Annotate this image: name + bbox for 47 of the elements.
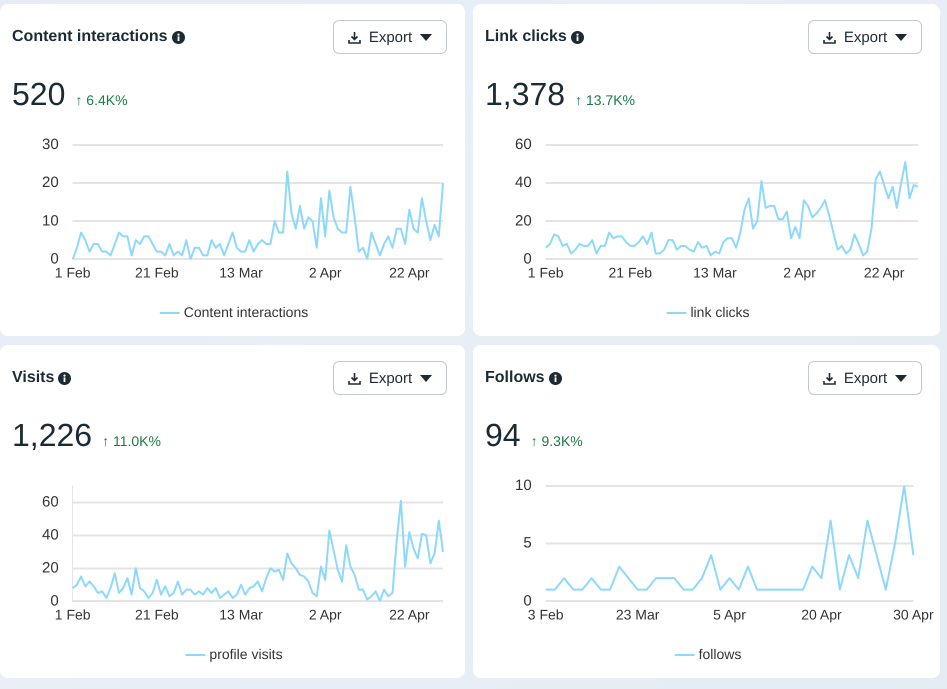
x-tick-label: 20 Apr — [801, 606, 842, 622]
x-tick-label: 2 Apr — [308, 264, 342, 280]
y-tick-label: 20 — [42, 559, 59, 576]
x-tick-label: 21 Feb — [608, 264, 652, 280]
legend-label: Content interactions — [184, 304, 308, 320]
y-tick-label: 10 — [42, 212, 59, 230]
y-tick-label: 40 — [42, 526, 59, 544]
y-tick-label: 20 — [42, 174, 59, 192]
chart-title: Follows — [485, 369, 545, 387]
export-button[interactable]: Export — [808, 361, 922, 395]
legend-label: follows — [698, 646, 742, 662]
x-tick-label: 21 Feb — [135, 264, 179, 280]
chart-subtitle: 1,378 — [485, 76, 566, 113]
export-button[interactable]: Export — [333, 20, 447, 54]
export-button[interactable]: Export — [808, 20, 922, 54]
chart-title: Visits — [12, 369, 54, 387]
x-tick-label: 13 Mar — [219, 264, 264, 280]
y-tick-label: 30 — [42, 136, 59, 154]
y-tick-label: 20 — [514, 212, 532, 230]
x-tick-label: 22 Apr — [389, 264, 430, 280]
legend-label: profile visits — [209, 646, 283, 662]
y-tick-label: 10 — [514, 477, 532, 494]
chart-title: Content interactions — [12, 28, 168, 46]
y-tick-label: 40 — [514, 174, 532, 192]
x-tick-label: 23 Mar — [616, 606, 660, 622]
export-button[interactable]: Export — [333, 361, 447, 395]
text: ↑ 6.4K% — [75, 92, 128, 108]
x-tick-label: 2 Apr — [308, 606, 342, 622]
x-tick-label: 22 Apr — [864, 264, 905, 280]
y-tick-label: 60 — [42, 494, 59, 511]
chart-title: Link clicks — [485, 28, 567, 46]
chart-subtitle: 520 — [12, 76, 66, 113]
x-tick-label: 22 Apr — [389, 606, 430, 622]
x-tick-label: 13 Mar — [693, 264, 738, 280]
y-tick-label: 60 — [514, 136, 532, 154]
text: ↑ 9.3K% — [530, 433, 583, 449]
x-tick-label: 21 Feb — [135, 606, 179, 622]
legend-label: link clicks — [690, 304, 750, 320]
chart-subtitle: 1,226 — [12, 417, 92, 454]
x-tick-label: 13 Mar — [219, 606, 264, 622]
x-tick-label: 2 Apr — [783, 264, 816, 280]
chart-subtitle: 94 — [485, 417, 521, 454]
text: ↑ 11.0K% — [102, 433, 161, 449]
y-tick-label: 5 — [523, 534, 532, 552]
x-tick-label: 30 Apr — [893, 606, 934, 622]
text: ↑ 13.7K% — [575, 92, 636, 108]
x-tick-label: 5 Apr — [713, 606, 746, 622]
